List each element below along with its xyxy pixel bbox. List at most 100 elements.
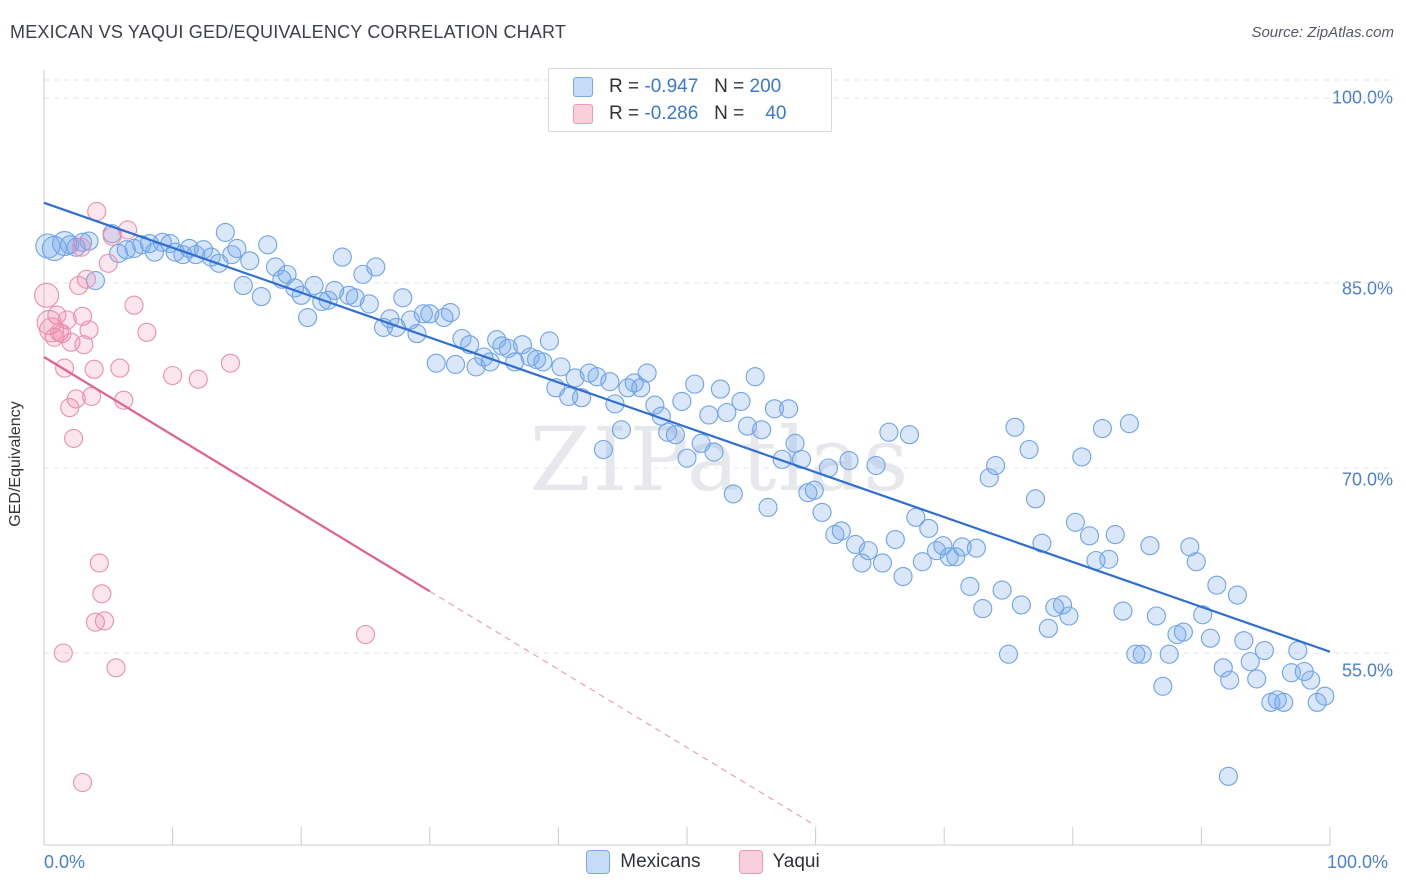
mexican-point xyxy=(1213,658,1233,678)
mexican-point xyxy=(831,521,851,541)
mexican-point xyxy=(1254,640,1274,661)
mexican-point xyxy=(946,547,966,567)
mexican-point xyxy=(1099,549,1119,569)
legend-n-label: N = xyxy=(714,103,745,124)
mexican-point xyxy=(919,518,939,538)
mexican-point xyxy=(624,373,644,393)
mexican-point xyxy=(785,433,805,453)
yaqui-point xyxy=(74,335,94,355)
mexican-point xyxy=(1140,536,1160,556)
mexican-point xyxy=(1274,692,1294,712)
yaqui-point xyxy=(73,772,93,793)
correlation-legend: R = -0.947 N = 200 R = -0.286 N = 40 xyxy=(548,68,832,132)
legend-n-value: 200 xyxy=(749,76,782,97)
mexican-point xyxy=(1234,631,1254,651)
mexican-point xyxy=(366,257,386,277)
legend-item-label: Mexicans xyxy=(620,851,701,872)
mexican-point xyxy=(251,287,271,307)
mexican-point xyxy=(658,422,678,442)
x-tick-label: 0.0% xyxy=(44,852,86,872)
mexican-point xyxy=(52,230,78,257)
mexican-point xyxy=(1159,644,1179,664)
mexican-point xyxy=(1207,575,1227,595)
mexican-point xyxy=(745,367,765,387)
mexican-point xyxy=(1247,669,1267,689)
yaqui-point xyxy=(71,237,91,257)
mexican-point xyxy=(325,280,345,300)
mexican-point xyxy=(858,541,878,561)
mexican-point xyxy=(551,357,571,377)
mexican-point xyxy=(565,368,585,388)
mexican-point xyxy=(393,288,413,308)
yaqui-point xyxy=(34,282,60,308)
mexican-point xyxy=(737,416,757,436)
legend-swatch xyxy=(586,850,611,874)
yaqui-trend-extension xyxy=(429,590,816,827)
mexican-point xyxy=(979,468,999,488)
yaqui-trend-line xyxy=(43,356,431,593)
mexican-point xyxy=(1132,644,1152,664)
yaqui-point xyxy=(69,275,89,296)
legend-item-mexicans: Mexicans xyxy=(586,850,701,874)
mexican-point xyxy=(723,484,743,504)
mexican-point xyxy=(1038,618,1058,638)
mexican-point xyxy=(1065,512,1085,532)
mexican-point xyxy=(512,335,532,355)
yaqui-point xyxy=(355,624,376,645)
mexican-point xyxy=(1315,686,1335,706)
yaqui-point xyxy=(84,359,104,379)
mexican-point xyxy=(533,352,553,372)
mexican-point xyxy=(233,275,253,296)
mexican-point xyxy=(539,331,559,351)
yaqui-point xyxy=(85,612,105,632)
mexican-point xyxy=(866,455,886,476)
mexican-point xyxy=(1059,606,1079,626)
yaqui-point xyxy=(163,365,183,386)
legend-swatch xyxy=(573,104,593,124)
mexican-point xyxy=(466,357,486,377)
mexican-point xyxy=(434,307,454,328)
mexican-point xyxy=(222,245,242,265)
chart-title: MEXICAN VS YAQUI GED/EQUIVALENCY CORRELA… xyxy=(10,22,567,42)
yaqui-point xyxy=(137,322,157,342)
yaqui-point xyxy=(87,201,107,222)
mexican-point xyxy=(699,405,719,425)
legend-swatch xyxy=(573,77,593,97)
yaqui-point xyxy=(110,358,130,378)
mexican-point xyxy=(1153,676,1173,696)
mexican-point xyxy=(332,247,352,267)
mexican-point xyxy=(1119,414,1139,434)
mexican-point xyxy=(872,553,893,573)
mexican-point xyxy=(1011,595,1031,615)
legend-item-label: Yaqui xyxy=(772,851,820,872)
mexicans-trend-line xyxy=(43,201,1331,653)
mexican-point xyxy=(440,303,460,323)
legend-n-value: 40 xyxy=(765,103,787,124)
mexican-point xyxy=(345,288,365,308)
legend-r-value: -0.947 xyxy=(644,76,699,97)
mexican-point xyxy=(1301,670,1321,690)
mexican-point xyxy=(998,644,1019,664)
yaqui-point xyxy=(220,353,241,373)
mexican-point xyxy=(804,480,824,500)
mexican-point xyxy=(960,576,980,596)
mexican-point xyxy=(812,502,832,522)
yaqui-point xyxy=(82,386,102,407)
mexican-point xyxy=(426,353,446,373)
legend-n-label: N = xyxy=(714,76,745,97)
mexican-point xyxy=(1200,628,1220,648)
mexican-point xyxy=(611,420,631,440)
mexican-point xyxy=(79,231,99,251)
mexican-point xyxy=(587,367,607,387)
legend-swatch xyxy=(738,850,763,874)
series-legend: Mexicans Yaqui xyxy=(0,850,1406,874)
mexican-point xyxy=(1025,489,1046,509)
mexican-point xyxy=(145,242,165,262)
mexican-point xyxy=(879,422,899,442)
mexican-point xyxy=(912,552,932,572)
y-tick-label: 100.0% xyxy=(1331,87,1393,108)
yaqui-point xyxy=(64,428,84,448)
source-label: Source: ZipAtlas.com xyxy=(1251,24,1394,41)
yaqui-point xyxy=(98,253,118,273)
